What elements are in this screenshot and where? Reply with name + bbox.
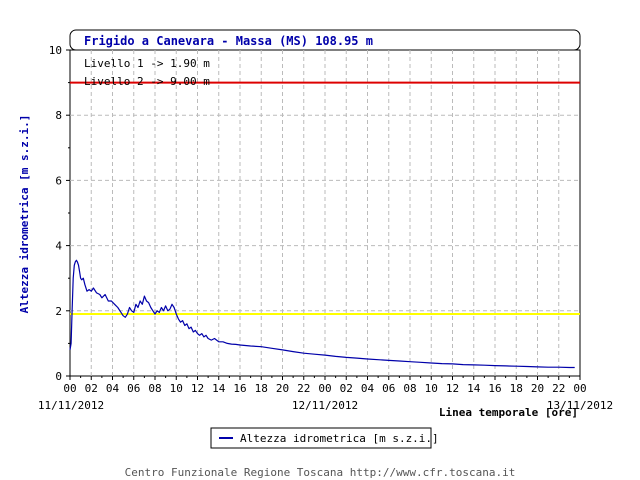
date-label-start: 11/11/2012: [38, 399, 104, 412]
x-tick-label: 10: [425, 382, 438, 395]
threshold-legend: Livello 1 -> 1.90 m Livello 2 -> 9.00 m: [84, 57, 210, 88]
x-tick-label: 02: [340, 382, 353, 395]
y-axis-label: Altezza idrometrica [m s.z.i.]: [18, 115, 31, 314]
x-tick-label: 04: [361, 382, 375, 395]
series-layer: [69, 259, 575, 369]
series-line-1: [69, 259, 575, 369]
threshold-label-2: Livello 2 -> 9.00 m: [84, 75, 210, 88]
x-tick-label: 12: [191, 382, 204, 395]
x-tick-label: 14: [467, 382, 481, 395]
legend-label: Altezza idrometrica [m s.z.i.]: [240, 432, 439, 445]
grid: [70, 50, 580, 376]
x-tick-label: 04: [106, 382, 120, 395]
date-label-mid: 12/11/2012: [292, 399, 358, 412]
y-tick-label: 0: [55, 370, 62, 383]
x-tick-label: 00: [573, 382, 586, 395]
x-axis-ticks: 00 02 04 06 08 10 12 14 16 18 20 22 00 02 04 06 08 10 12 14…: [63, 376, 587, 395]
y-tick-label: 6: [55, 174, 62, 187]
x-tick-label: 06: [382, 382, 395, 395]
x-tick-label: 00: [63, 382, 76, 395]
x-tick-label: 02: [85, 382, 98, 395]
x-tick-label: 00: [318, 382, 331, 395]
x-tick-label: 22: [552, 382, 565, 395]
x-tick-label: 08: [403, 382, 416, 395]
x-tick-label: 12: [446, 382, 459, 395]
y-axis-ticks: 0 2 4 6 8 10: [49, 44, 70, 383]
x-tick-label: 10: [170, 382, 183, 395]
chart-title: Frigido a Canevara - Massa (MS) 108.95 m: [84, 34, 373, 48]
x-tick-label: 16: [233, 382, 246, 395]
legend-box: [210, 427, 432, 449]
y-tick-label: 10: [49, 44, 62, 57]
x-tick-label: 16: [488, 382, 501, 395]
x-tick-label: 20: [276, 382, 289, 395]
y-tick-label: 2: [55, 305, 62, 318]
y-tick-label: 8: [55, 109, 62, 122]
threshold-label-1: Livello 1 -> 1.90 m: [84, 57, 210, 70]
x-tick-label: 14: [212, 382, 226, 395]
x-axis-label: Linea temporale [ore]: [439, 406, 578, 419]
x-tick-label: 06: [127, 382, 140, 395]
footer-credit: Centro Funzionale Regione Toscana http:/…: [125, 466, 516, 479]
x-tick-label: 20: [531, 382, 544, 395]
x-tick-label: 18: [255, 382, 268, 395]
y-tick-label: 4: [55, 240, 62, 253]
x-tick-label: 18: [510, 382, 523, 395]
date-label-end: 13/11/2012: [547, 399, 613, 412]
x-tick-label: 08: [148, 382, 161, 395]
x-tick-label: 22: [297, 382, 310, 395]
